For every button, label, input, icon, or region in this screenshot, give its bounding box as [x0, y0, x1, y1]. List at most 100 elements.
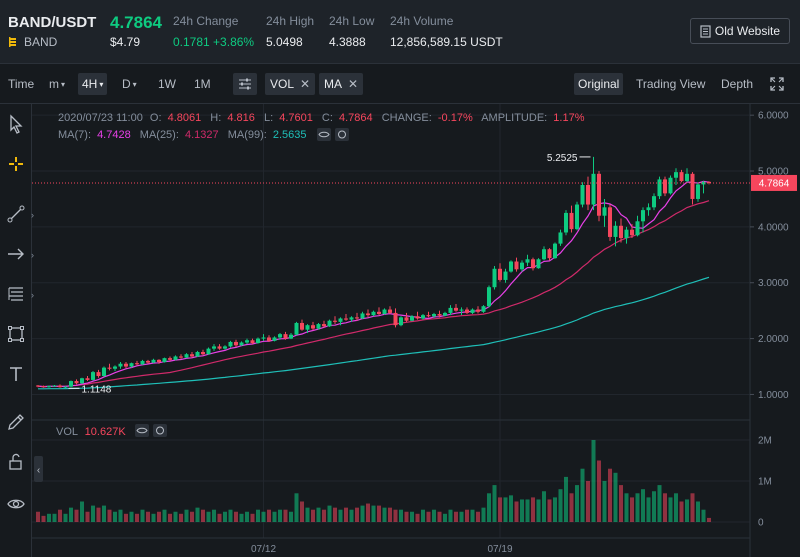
- lock-tool[interactable]: [0, 446, 32, 478]
- fullscreen-button[interactable]: [766, 73, 788, 95]
- candle-body: [602, 207, 607, 216]
- volume-bar: [624, 493, 629, 522]
- volume-bar: [652, 491, 656, 522]
- candle-body: [223, 346, 227, 349]
- old-website-button[interactable]: Old Website: [689, 18, 790, 44]
- candles: [36, 156, 711, 389]
- band-coin-icon: [9, 37, 16, 47]
- volume-bar: [404, 511, 409, 522]
- volume-bar: [443, 513, 447, 522]
- interval-minutes[interactable]: m ▾: [45, 73, 69, 95]
- candle-body: [657, 179, 662, 197]
- vol-settings-toggle[interactable]: [153, 424, 167, 437]
- settings-toggle-bg: [153, 424, 167, 437]
- candle-body: [410, 316, 414, 321]
- volume-bar: [421, 509, 425, 522]
- volume-bar: [272, 511, 277, 522]
- candlestick-chart[interactable]: 6.0000 5.0000 4.0000 3.0000 2.0000 1.0000 2M 1…: [32, 104, 800, 557]
- arrow-tool[interactable]: ›: [0, 238, 34, 270]
- candle-body: [404, 317, 409, 321]
- ma99-line: [38, 276, 710, 390]
- candle-body: [140, 360, 145, 365]
- interval-time[interactable]: Time: [4, 73, 38, 95]
- price-tick-label: 2.0000: [758, 334, 789, 345]
- volume-bar: [223, 511, 227, 522]
- candle-body: [608, 207, 612, 237]
- volume-bar: [52, 513, 57, 522]
- volume-bar: [289, 511, 293, 522]
- volume-bar: [690, 493, 695, 522]
- depth-label: Depth: [721, 77, 754, 91]
- interval-4h[interactable]: 4H ▾: [78, 73, 108, 95]
- volume-bar: [542, 491, 546, 522]
- candle-body: [80, 378, 84, 384]
- old-website-label: Old Website: [714, 24, 780, 38]
- candle-body: [41, 386, 46, 388]
- gear-icon: [156, 426, 164, 435]
- visibility-tool[interactable]: [0, 488, 32, 520]
- view-original-tab[interactable]: Original: [574, 73, 624, 95]
- candle-body: [690, 173, 695, 199]
- volume-bar: [300, 501, 304, 522]
- volume-bar: [305, 507, 310, 522]
- candle-body: [190, 354, 194, 357]
- crosshair-icon: [9, 157, 23, 171]
- volume-bar: [531, 497, 535, 522]
- candle-body: [113, 366, 117, 369]
- symbol-title[interactable]: BAND/USDT: [8, 14, 97, 31]
- volume-bar: [393, 509, 398, 522]
- cursor-tool[interactable]: [0, 108, 32, 140]
- candle-body: [294, 322, 299, 335]
- ma-eye-toggle[interactable]: [317, 128, 331, 141]
- collapse-toolbar-handle[interactable]: ‹: [34, 456, 43, 482]
- candle-body: [333, 320, 337, 322]
- interval-1m[interactable]: 1M: [190, 73, 215, 95]
- volume-bars: [36, 440, 711, 522]
- ticker-header: BAND/USDT BAND 4.7864 $4.79 24h Change 0…: [0, 0, 800, 64]
- vol-legend-label: VOL: [56, 426, 78, 438]
- indicator-settings-button[interactable]: [233, 73, 257, 95]
- rectangle-tool[interactable]: [0, 318, 32, 350]
- volume-bar: [432, 509, 436, 522]
- interval-1w[interactable]: 1W: [154, 73, 180, 95]
- candle-body: [327, 320, 332, 327]
- volume-bar: [107, 509, 112, 522]
- view-tradingview-tab[interactable]: Trading View: [632, 73, 709, 95]
- close-icon[interactable]: ✕: [348, 77, 359, 91]
- crosshair-tool[interactable]: [0, 148, 32, 180]
- candle-body: [663, 179, 667, 194]
- eye-icon: [318, 131, 330, 138]
- volume-bar: [184, 509, 189, 522]
- trendline-tool[interactable]: ›: [0, 198, 34, 230]
- vol-eye-toggle[interactable]: [135, 424, 149, 437]
- last-price: 4.7864: [110, 13, 162, 32]
- ma-settings-toggle[interactable]: [335, 128, 349, 141]
- candle-body: [289, 334, 293, 339]
- view-depth-tab[interactable]: Depth: [717, 73, 757, 95]
- volume-bar: [338, 509, 343, 522]
- close-icon[interactable]: ✕: [300, 77, 311, 91]
- measure-tool[interactable]: [0, 406, 32, 438]
- fib-tool[interactable]: ›: [0, 278, 34, 310]
- candle-body: [173, 356, 178, 360]
- text-tool[interactable]: [0, 358, 32, 390]
- candle-body: [36, 385, 40, 387]
- candle-body: [575, 204, 579, 230]
- volume-bar: [173, 511, 178, 522]
- volume-bar: [591, 440, 596, 522]
- vol-indicator-chip[interactable]: VOL ✕: [265, 73, 316, 95]
- volume-bar: [190, 511, 194, 522]
- candle-body: [217, 346, 222, 349]
- stat-24h-high: 24h High 5.0498: [266, 14, 314, 49]
- ma-indicator-chip[interactable]: MA ✕: [319, 73, 364, 95]
- volume-bar: [437, 511, 442, 522]
- arrow-icon: [8, 248, 24, 260]
- volume-tick-label: 2M: [758, 436, 772, 447]
- volume-bar: [410, 511, 414, 522]
- fib-icon: [8, 287, 23, 301]
- volume-bar: [575, 485, 579, 522]
- chart-toolbar: Time m ▾ 4H ▾ D ▾ 1W 1M VOL ✕ MA ✕ Original T…: [0, 64, 800, 104]
- interval-day[interactable]: D ▾: [118, 73, 141, 95]
- volume-bar: [377, 505, 381, 522]
- volume-bar: [476, 511, 480, 522]
